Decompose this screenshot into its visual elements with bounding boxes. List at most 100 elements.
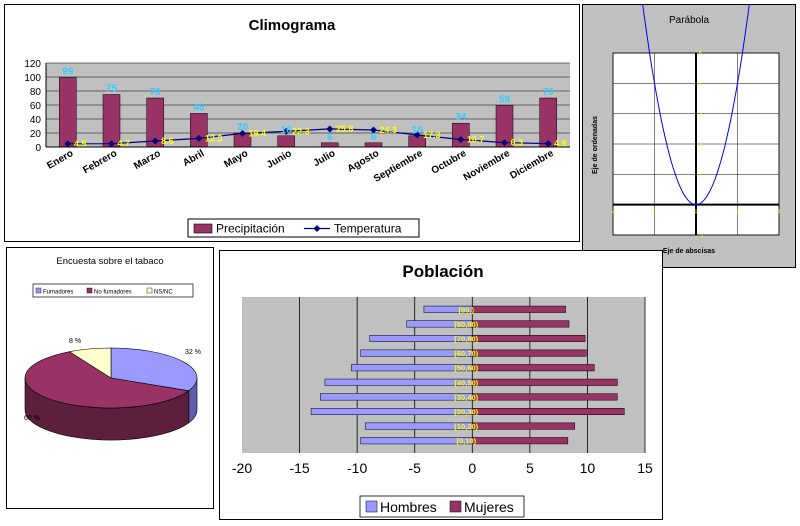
precipitacion-data-label: 16 bbox=[412, 125, 424, 136]
temperatura-data-label: 12.3 bbox=[205, 133, 223, 143]
parabola-ytick-label: 5 bbox=[699, 51, 702, 57]
pie-slice-nsnc bbox=[68, 347, 112, 379]
mujeres-bar bbox=[472, 305, 566, 313]
precipitacion-data-label: 6 bbox=[371, 132, 377, 143]
temperatura-data-label: 24.3 bbox=[380, 125, 398, 135]
pie-label-nsnc: 8 % bbox=[69, 338, 81, 345]
poblacion-xtick-label: -10 bbox=[347, 460, 367, 476]
precipitacion-bar bbox=[321, 142, 339, 148]
climograma-legend: Precipitación Temperatura bbox=[187, 218, 420, 238]
poblacion-chart: Población [0,10) [10,20) [20,30) [30,40) [40… bbox=[232, 262, 653, 518]
temperatura-marker bbox=[370, 126, 377, 134]
poblacion-xtick-label: 15 bbox=[637, 460, 653, 476]
poblacion-category-label: [90,) bbox=[459, 305, 475, 314]
parabola-xtick-label: -2 bbox=[652, 210, 657, 216]
climograma-title: Climograma bbox=[249, 17, 336, 34]
hombres-bar bbox=[310, 408, 473, 415]
parabola-xtick-label: 2 bbox=[736, 210, 739, 216]
temperatura-data-label: 17.3 bbox=[423, 130, 441, 140]
climograma-ytick-label: 20 bbox=[30, 129, 42, 140]
temperatura-marker bbox=[544, 140, 552, 148]
precipitacion-bar bbox=[364, 142, 383, 148]
parabola-xlabel: Eje de abscisas bbox=[663, 248, 715, 255]
poblacion-category-label: [50,60) bbox=[454, 364, 478, 373]
climograma-category-label: Febrero bbox=[81, 148, 119, 176]
temperatura-marker bbox=[151, 137, 159, 145]
climograma-ytick-label: 80 bbox=[30, 87, 42, 98]
poblacion-xtick-label: -5 bbox=[408, 460, 421, 476]
climograma-category-label: Marzo bbox=[132, 148, 163, 172]
pie-slice-nofumadores bbox=[24, 351, 190, 409]
temperatura-data-label: 10.7 bbox=[467, 135, 485, 145]
temperatura-data-label: 4.8 bbox=[554, 139, 567, 149]
legend-nsnc-swatch bbox=[146, 287, 153, 294]
tabaco-legend: Fumadores No fumadores NS/NC bbox=[32, 283, 194, 298]
mujeres-bar bbox=[472, 364, 595, 372]
legend-fumadores-label: Fumadores bbox=[43, 290, 73, 296]
precipitacion-data-label: 99 bbox=[62, 67, 74, 78]
temperatura-data-label: 25.8 bbox=[336, 124, 354, 134]
parabola-curve bbox=[641, 0, 751, 206]
mujeres-bar bbox=[472, 320, 570, 328]
mujeres-bar bbox=[472, 349, 587, 357]
temperatura-marker bbox=[326, 125, 334, 133]
parabola-ytick-label: 3 bbox=[699, 112, 702, 118]
mujeres-bar bbox=[472, 422, 576, 430]
poblacion-xtick-label: -20 bbox=[232, 460, 252, 476]
legend-hombres-swatch bbox=[365, 500, 378, 513]
temperatura-data-label: 4.5 bbox=[74, 139, 87, 149]
poblacion-category-label: [20,30) bbox=[454, 408, 478, 417]
precipitacion-data-label: 70 bbox=[543, 87, 555, 98]
climograma-category-label: Diciembre bbox=[508, 148, 556, 182]
temperatura-line bbox=[67, 128, 549, 145]
mujeres-bar bbox=[472, 408, 625, 415]
tabaco-panel: Encuesta sobre el tabaco Fumadores No fu… bbox=[6, 247, 214, 509]
legend-temperatura-label: Temperatura bbox=[334, 222, 402, 236]
tabaco-chart: Encuesta sobre el tabaco Fumadores No fu… bbox=[24, 256, 201, 441]
legend-precipitacion-swatch bbox=[193, 223, 213, 234]
precipitacion-data-label: 34 bbox=[455, 112, 467, 123]
temperatura-data-label: 6.3 bbox=[511, 138, 524, 148]
poblacion-title: Población bbox=[402, 262, 483, 281]
temperatura-marker bbox=[457, 136, 465, 144]
climograma-ytick-label: 40 bbox=[30, 115, 42, 126]
poblacion-xtick-label: -15 bbox=[289, 460, 309, 476]
parabola-ytick-label: 1 bbox=[699, 172, 702, 178]
temperatura-marker bbox=[413, 131, 421, 139]
hombres-bar bbox=[320, 393, 473, 401]
precipitacion-data-label: 20 bbox=[237, 122, 249, 133]
legend-temperatura-marker bbox=[313, 225, 321, 232]
climograma-category-label: Julio bbox=[312, 148, 338, 169]
poblacion-category-label: [60,70) bbox=[454, 349, 478, 358]
climograma-ytick-label: 100 bbox=[24, 73, 41, 84]
poblacion-category-label: [80,90) bbox=[454, 320, 478, 329]
temperatura-marker bbox=[282, 127, 290, 135]
climograma-category-label: Abril bbox=[181, 148, 206, 169]
parabola-ytick-label: 2 bbox=[699, 142, 702, 148]
hombres-bar bbox=[324, 378, 473, 386]
climograma-category-label: Agosto bbox=[346, 148, 381, 175]
poblacion-category-label: [40,50) bbox=[454, 378, 478, 387]
climograma-ytick-label: 0 bbox=[35, 143, 41, 154]
parabola-xtick-label: 0 bbox=[695, 210, 698, 216]
temperatura-marker bbox=[195, 134, 203, 142]
mujeres-bar bbox=[472, 335, 586, 342]
poblacion-xtick-label: 10 bbox=[580, 460, 596, 476]
legend-precipitacion-label: Precipitación bbox=[216, 222, 285, 236]
mujeres-bar bbox=[472, 393, 618, 401]
precipitacion-data-label: 6 bbox=[327, 132, 333, 143]
pie-label-fumadores: 32 % bbox=[185, 349, 201, 356]
temperatura-data-label: 22.3 bbox=[292, 126, 310, 136]
parabola-xtick-label: -4 bbox=[611, 210, 616, 216]
climograma-category-label: Mayo bbox=[222, 148, 250, 170]
parabola-ytick-label: 4 bbox=[699, 81, 702, 87]
temperatura-data-label: 8.6 bbox=[161, 136, 174, 146]
pie-slice-fumadores bbox=[110, 347, 198, 392]
climograma-panel: Climograma 99 75 70 48 20 16 6 6 16 34 59 70 4.5 4.7 8… bbox=[4, 4, 580, 242]
climograma-category-label: Enero bbox=[45, 148, 75, 172]
climograma-category-label: Junio bbox=[265, 148, 294, 171]
legend-nsnc-label: NS/NC bbox=[154, 290, 173, 296]
climograma-category-label: Septiembre bbox=[372, 148, 425, 185]
poblacion-category-label: [10,20) bbox=[454, 422, 478, 431]
